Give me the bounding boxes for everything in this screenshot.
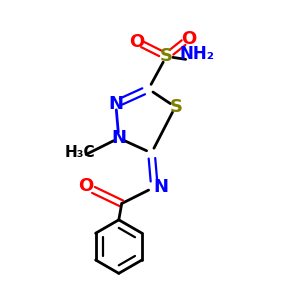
Text: N: N [108, 95, 123, 113]
Text: O: O [181, 29, 196, 47]
Text: N: N [111, 129, 126, 147]
Text: N: N [153, 178, 168, 196]
Text: O: O [129, 32, 144, 50]
Text: S: S [160, 47, 173, 65]
Text: NH₂: NH₂ [179, 45, 214, 63]
Text: H₃C: H₃C [65, 146, 95, 160]
Text: O: O [79, 177, 94, 195]
Text: S: S [170, 98, 183, 116]
